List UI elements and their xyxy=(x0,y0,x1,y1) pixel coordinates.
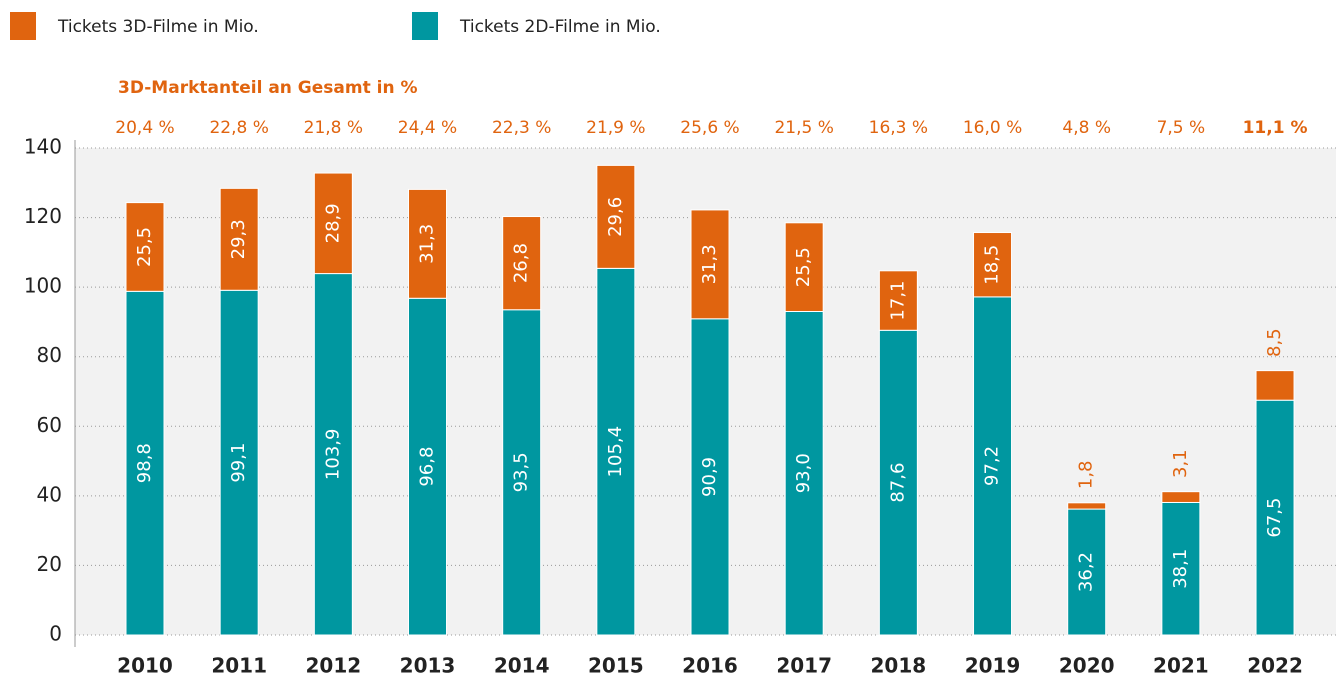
bar-segment xyxy=(690,209,730,320)
value-label: 1,8 xyxy=(1076,460,1097,489)
x-tick-label: 2019 xyxy=(965,654,1021,678)
x-tick-label: 2020 xyxy=(1059,654,1115,678)
y-tick-label: 60 xyxy=(37,413,62,437)
share-label: 16,0 % xyxy=(963,118,1022,138)
value-label: 28,9 xyxy=(322,203,343,243)
value-label: 98,8 xyxy=(134,443,155,483)
x-tick-label: 2012 xyxy=(306,654,362,678)
x-tick-label: 2015 xyxy=(588,654,644,678)
x-tick-label: 2022 xyxy=(1247,654,1303,678)
value-label: 103,9 xyxy=(322,429,343,481)
legend-swatch xyxy=(10,12,36,40)
value-label: 67,5 xyxy=(1264,498,1285,538)
value-label: 90,9 xyxy=(699,457,720,497)
y-tick-label: 140 xyxy=(24,135,62,159)
bar-segment xyxy=(313,172,353,275)
bar-segment xyxy=(878,329,918,636)
legend-label: Tickets 2D-Filme in Mio. xyxy=(459,17,661,37)
bar-segment xyxy=(973,296,1013,636)
bar-segment xyxy=(596,267,636,636)
value-label: 99,1 xyxy=(228,443,249,483)
bar-segment xyxy=(219,187,259,291)
bar-segment xyxy=(1161,491,1201,503)
bar-segment xyxy=(690,318,730,636)
bar-segment xyxy=(596,164,636,269)
chart-subtitle: 3D-Marktanteil an Gesamt in % xyxy=(118,78,418,98)
x-tick-label: 2014 xyxy=(494,654,550,678)
bar-segment xyxy=(1255,370,1295,401)
share-label: 24,4 % xyxy=(398,118,457,138)
share-label: 11,1 % xyxy=(1243,118,1308,138)
value-label: 38,1 xyxy=(1170,549,1191,589)
share-label: 21,9 % xyxy=(586,118,645,138)
share-label: 20,4 % xyxy=(115,118,174,138)
bar-segment xyxy=(973,232,1013,298)
legend-swatch xyxy=(412,12,438,40)
share-label: 16,3 % xyxy=(869,118,928,138)
share-label: 21,5 % xyxy=(774,118,833,138)
value-label: 8,5 xyxy=(1264,328,1285,357)
bar-segment xyxy=(1067,508,1107,636)
bar-segment xyxy=(502,216,542,311)
bar-segment xyxy=(408,188,448,299)
x-tick-label: 2021 xyxy=(1153,654,1209,678)
value-label: 96,8 xyxy=(417,447,438,487)
y-tick-label: 20 xyxy=(37,552,62,576)
x-tick-label: 2016 xyxy=(682,654,738,678)
share-label: 4,8 % xyxy=(1062,118,1111,138)
value-label: 29,3 xyxy=(228,219,249,259)
x-tick-label: 2011 xyxy=(211,654,267,678)
value-label: 17,1 xyxy=(887,280,908,320)
value-label: 97,2 xyxy=(982,446,1003,486)
bar-segment xyxy=(313,273,353,636)
value-label: 105,4 xyxy=(605,426,626,478)
share-label: 22,8 % xyxy=(209,118,268,138)
value-label: 3,1 xyxy=(1170,449,1191,478)
x-tick-label: 2018 xyxy=(871,654,927,678)
y-tick-label: 0 xyxy=(49,622,62,646)
bar-segment xyxy=(125,202,165,292)
x-tick-label: 2013 xyxy=(400,654,456,678)
x-tick-label: 2017 xyxy=(776,654,832,678)
bar-segment xyxy=(1161,501,1201,636)
value-label: 18,5 xyxy=(982,245,1003,285)
share-label: 21,8 % xyxy=(304,118,363,138)
bar-segment xyxy=(125,290,165,636)
value-label: 93,0 xyxy=(793,453,814,493)
share-label: 25,6 % xyxy=(680,118,739,138)
legend-label: Tickets 3D-Filme in Mio. xyxy=(57,17,259,37)
bar-segment xyxy=(784,310,824,636)
bar-segment xyxy=(408,297,448,636)
value-label: 25,5 xyxy=(134,227,155,267)
bar-segment xyxy=(784,222,824,312)
share-label: 22,3 % xyxy=(492,118,551,138)
value-label: 93,5 xyxy=(511,452,532,492)
bar-segment xyxy=(1067,502,1107,510)
value-label: 25,5 xyxy=(793,247,814,287)
value-label: 31,3 xyxy=(417,224,438,264)
bar-segment xyxy=(502,309,542,636)
value-label: 31,3 xyxy=(699,244,720,284)
value-label: 87,6 xyxy=(887,463,908,503)
y-tick-label: 100 xyxy=(24,274,62,298)
bar-segment xyxy=(219,289,259,636)
y-tick-label: 40 xyxy=(37,482,62,506)
share-label: 7,5 % xyxy=(1157,118,1206,138)
y-tick-label: 120 xyxy=(24,204,62,228)
value-label: 29,6 xyxy=(605,197,626,237)
y-tick-label: 80 xyxy=(37,343,62,367)
value-label: 36,2 xyxy=(1076,552,1097,592)
bar-segment xyxy=(878,270,918,331)
value-label: 26,8 xyxy=(511,243,532,283)
x-tick-label: 2010 xyxy=(117,654,173,678)
